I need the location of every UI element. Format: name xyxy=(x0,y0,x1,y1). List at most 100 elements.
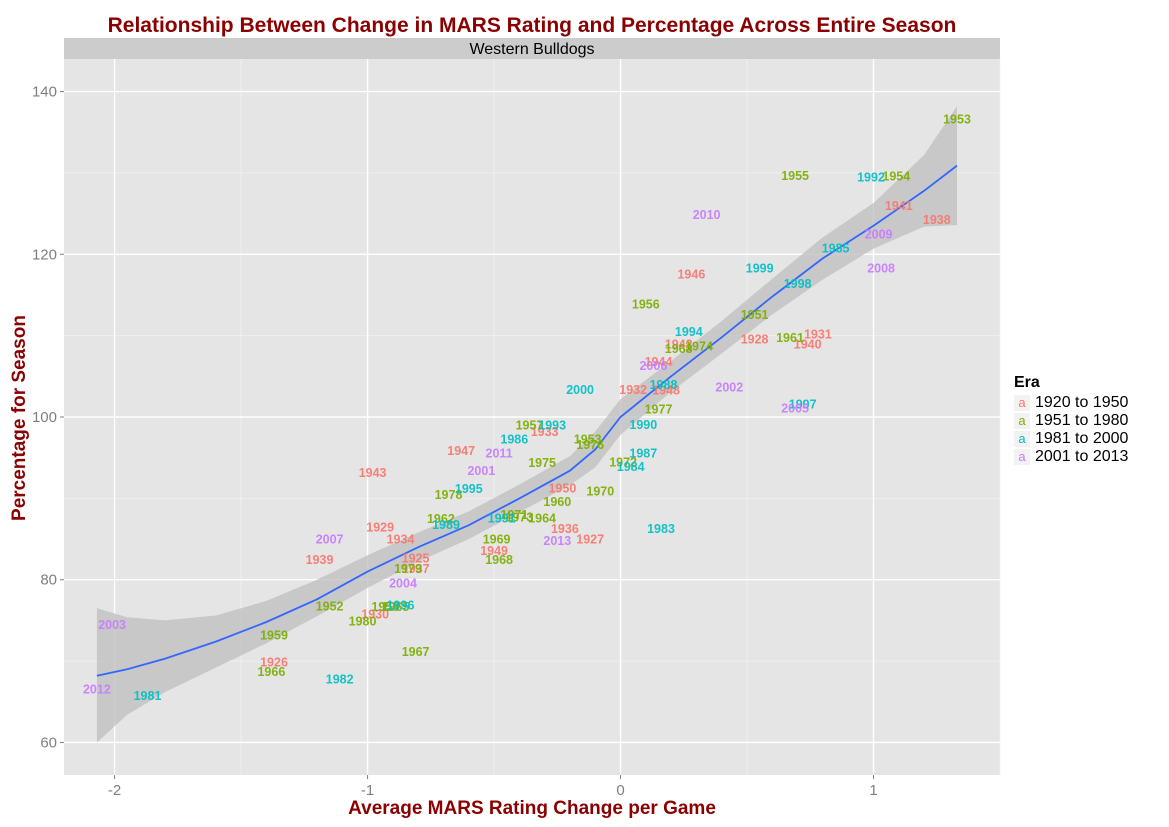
data-point-label: 1926 xyxy=(260,655,288,669)
data-point-label: 1956 xyxy=(632,297,660,311)
data-point-label: 2007 xyxy=(316,533,344,547)
data-point-label: 1992 xyxy=(857,171,885,185)
data-point-label: 1990 xyxy=(629,418,657,432)
data-point-label: 1959 xyxy=(260,629,288,643)
data-point-label: 1973 xyxy=(505,511,533,525)
data-point-label: 1952 xyxy=(316,599,344,613)
data-point-label: 1995 xyxy=(455,482,483,496)
legend-key-glyph: a xyxy=(1014,413,1030,429)
y-tick-label: 80 xyxy=(40,572,57,589)
data-point-label: 1997 xyxy=(789,398,817,412)
data-point-label: 2001 xyxy=(467,464,495,478)
data-point-label: 2013 xyxy=(543,534,571,548)
data-point-label: 1981 xyxy=(134,689,162,703)
data-point-label: 1967 xyxy=(402,645,430,659)
data-point-label: 1998 xyxy=(784,277,812,291)
data-point-label: 1953 xyxy=(943,113,971,127)
data-point-label: 1936 xyxy=(551,522,579,536)
data-point-label: 1964 xyxy=(528,511,556,525)
data-point-label: 1979 xyxy=(394,562,422,576)
data-point-label: 1989 xyxy=(432,518,460,532)
data-point-label: 1931 xyxy=(804,328,832,342)
data-point-label: 1978 xyxy=(435,488,463,502)
y-tick-label: 100 xyxy=(32,409,57,426)
legend: Era a 1920 to 1950 a 1951 to 1980 a 1981 to 2… xyxy=(1014,374,1128,466)
data-point-label: 2012 xyxy=(83,682,111,696)
x-tick-label: -1 xyxy=(361,782,374,799)
legend-item: a 1920 to 1950 xyxy=(1014,394,1128,412)
data-point-label: 1949 xyxy=(480,544,508,558)
chart-title: Relationship Between Change in MARS Rati… xyxy=(107,14,957,37)
data-point-label: 1975 xyxy=(528,456,556,470)
data-point-label: 1933 xyxy=(531,425,559,439)
data-point-label: 1974 xyxy=(685,340,713,354)
data-point-label: 1946 xyxy=(677,267,705,281)
data-point-label: 2003 xyxy=(98,618,126,632)
data-point-label: 1982 xyxy=(326,673,354,687)
data-point-label: 1999 xyxy=(746,262,774,276)
data-point-label: 1970 xyxy=(586,485,614,499)
data-point-label: 1932 xyxy=(619,383,647,397)
data-point-label: 1980 xyxy=(349,615,377,629)
data-point-label: 1987 xyxy=(629,446,657,460)
data-point-label: 2002 xyxy=(715,380,743,394)
data-point-label: 1986 xyxy=(500,433,528,447)
data-point-label: 1947 xyxy=(447,444,475,458)
legend-label: 2001 to 2013 xyxy=(1035,448,1129,465)
x-axis-label: Average MARS Rating Change per Game xyxy=(348,798,716,819)
legend-title: Era xyxy=(1014,374,1040,391)
data-point-label: 1960 xyxy=(543,495,571,509)
data-point-label: 1996 xyxy=(387,598,415,612)
data-point-label: 1942 xyxy=(665,337,693,351)
data-point-label: 2004 xyxy=(389,577,417,591)
data-point-label: 1968 xyxy=(485,553,513,567)
data-point-label: 1991 xyxy=(488,511,516,525)
data-point-label: 1939 xyxy=(306,553,334,567)
legend-key-glyph: a xyxy=(1014,449,1030,465)
data-point-label: 2010 xyxy=(693,208,721,222)
data-point-label: 1955 xyxy=(781,169,809,183)
data-point-label: 1988 xyxy=(650,378,678,392)
data-point-label: 1984 xyxy=(617,460,645,474)
legend-item: a 1951 to 1980 xyxy=(1014,412,1128,430)
data-point-label: 2011 xyxy=(486,446,513,460)
y-tick-label: 140 xyxy=(32,84,57,101)
data-point-label: 2008 xyxy=(867,262,895,276)
data-point-label: 1948 xyxy=(652,384,680,398)
legend-label: 1981 to 2000 xyxy=(1035,430,1129,447)
data-point-label: 1985 xyxy=(822,241,850,255)
x-tick-label: -2 xyxy=(108,782,121,799)
confidence-ribbon xyxy=(96,106,957,743)
legend-label: 1951 to 1980 xyxy=(1035,412,1129,429)
data-point-label: 1961 xyxy=(776,331,804,345)
data-point-label: 1934 xyxy=(387,533,415,547)
data-point-label: 1993 xyxy=(538,419,566,433)
legend-item: a 2001 to 2013 xyxy=(1014,448,1128,466)
data-point-label: 2000 xyxy=(566,383,594,397)
data-point-label: 1958 xyxy=(371,600,399,614)
data-point-label: 1972 xyxy=(609,455,637,469)
data-point-label: 2006 xyxy=(639,359,667,373)
data-point-label: 1925 xyxy=(402,551,430,565)
data-point-label: 1983 xyxy=(647,522,675,536)
data-point-label: 1962 xyxy=(427,512,455,526)
data-point-label: 1938 xyxy=(923,213,951,227)
data-point-label: 1944 xyxy=(645,355,673,369)
legend-label: 1920 to 1950 xyxy=(1035,394,1129,411)
data-point-label: 1994 xyxy=(675,325,703,339)
data-point-label: 1965 xyxy=(381,600,409,614)
legend-key-glyph: a xyxy=(1014,431,1030,447)
data-point-label: 1954 xyxy=(882,170,910,184)
data-point-label: 1977 xyxy=(645,402,673,416)
data-point-label: 1957 xyxy=(516,419,544,433)
data-point-label: 1928 xyxy=(741,332,769,346)
smooth-line xyxy=(96,164,958,677)
data-point-label: 1930 xyxy=(361,607,389,621)
data-point-label: 1951 xyxy=(741,308,769,322)
data-point-label: 1937 xyxy=(402,562,430,576)
data-point-label: 1971 xyxy=(500,508,528,522)
data-point-label: 1927 xyxy=(576,533,604,547)
data-point-label: 1940 xyxy=(794,337,822,351)
y-tick-label: 60 xyxy=(40,734,57,751)
